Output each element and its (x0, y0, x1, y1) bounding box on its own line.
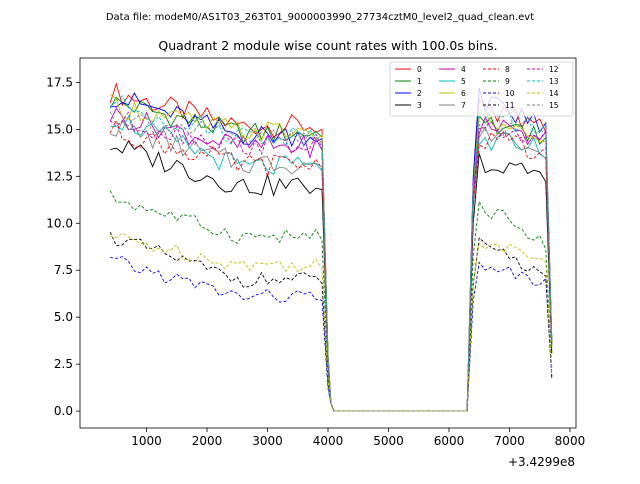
legend-label-7: 7 (461, 101, 466, 110)
legend-label-12: 12 (549, 65, 559, 74)
legend-label-6: 6 (461, 89, 466, 98)
legend-label-15: 15 (549, 101, 559, 110)
series-line-9 (109, 190, 553, 412)
y-tick-label: 17.5 (46, 75, 73, 89)
legend-label-8: 8 (505, 65, 510, 74)
legend-label-11: 11 (505, 101, 515, 110)
x-offset-label: +3.4299e8 (508, 455, 575, 469)
series-line-11 (109, 232, 553, 412)
x-tick-label: 7000 (494, 434, 525, 448)
chart-title: Quadrant 2 module wise count rates with … (158, 38, 497, 53)
series-line-8 (109, 119, 553, 412)
y-tick-label: 15.0 (46, 122, 73, 136)
series-line-13 (109, 95, 553, 412)
series-line-0 (109, 82, 553, 412)
legend-label-14: 14 (549, 89, 559, 98)
legend-label-3: 3 (417, 101, 422, 110)
y-tick-label: 10.0 (46, 216, 73, 230)
legend-label-9: 9 (505, 77, 510, 86)
legend-label-5: 5 (461, 77, 466, 86)
legend-label-10: 10 (505, 89, 515, 98)
y-tick-label: 0.0 (54, 404, 73, 418)
y-axis: 0.0 2.5 5.0 7.5 10.0 12.5 15.0 17.5 (46, 75, 80, 418)
plot-lines (109, 82, 553, 412)
x-tick-label: 8000 (555, 434, 586, 448)
x-tick-label: 1000 (131, 434, 162, 448)
x-tick-label: 2000 (192, 434, 223, 448)
y-tick-label: 5.0 (54, 310, 73, 324)
y-tick-label: 7.5 (54, 263, 73, 277)
legend-label-2: 2 (417, 89, 422, 98)
legend-label-1: 1 (417, 77, 422, 86)
legend-label-4: 4 (461, 65, 466, 74)
series-line-15 (109, 111, 553, 412)
legend-label-0: 0 (417, 65, 422, 74)
legend-box (389, 61, 574, 117)
series-line-3 (110, 140, 553, 412)
series-line-10 (110, 256, 553, 412)
series-line-1 (109, 96, 553, 412)
x-tick-label: 5000 (373, 434, 404, 448)
x-axis: 1000 2000 3000 4000 5000 6000 7000 8000 (131, 428, 585, 448)
x-tick-label: 3000 (252, 434, 283, 448)
x-tick-label: 6000 (434, 434, 465, 448)
y-tick-label: 12.5 (46, 169, 73, 183)
series-line-14 (110, 232, 553, 412)
x-tick-label: 4000 (313, 434, 344, 448)
data-file-label: Data file: modeM0/AS1T03_263T01_90000039… (106, 12, 534, 23)
legend-label-13: 13 (549, 77, 559, 86)
series-line-12 (109, 111, 553, 412)
series-line-7 (110, 118, 553, 412)
y-tick-label: 2.5 (54, 357, 73, 371)
